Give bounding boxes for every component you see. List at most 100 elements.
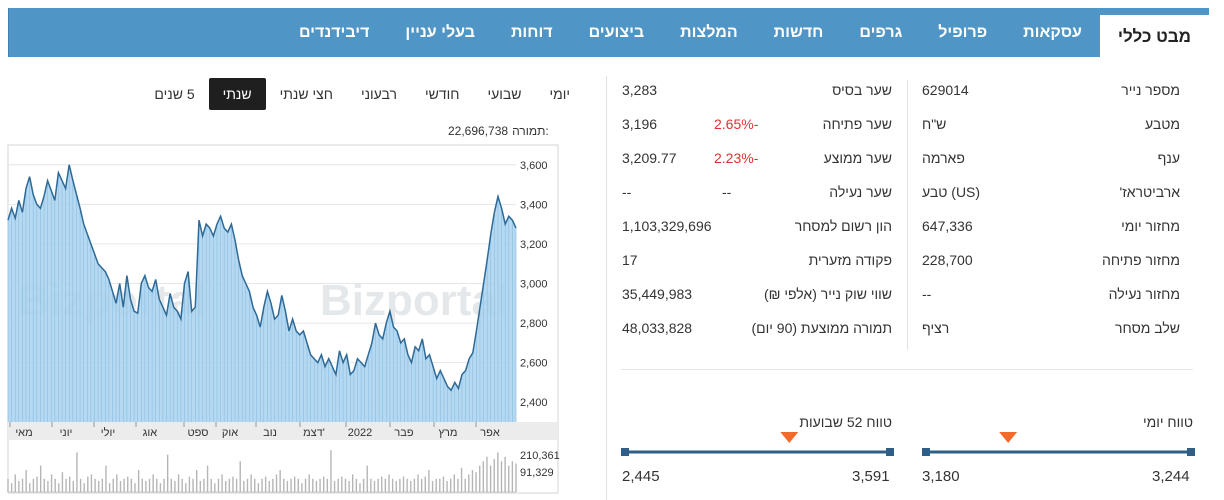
daily-range-high: 3,244 bbox=[1152, 468, 1190, 485]
period-1[interactable]: שבועי bbox=[487, 86, 522, 102]
week52-range-low-cap bbox=[621, 448, 629, 456]
turnover-readout: 22,696,738 תמורה: bbox=[448, 124, 549, 138]
y-tick-label: 2,600 bbox=[520, 358, 548, 370]
period-5[interactable]: שנתי bbox=[208, 78, 266, 110]
price-label: שער נעילה bbox=[829, 184, 892, 200]
info-value: 629014 bbox=[922, 82, 969, 98]
info-value: -- bbox=[922, 286, 932, 302]
price-line bbox=[7, 164, 517, 392]
info-label: ענף bbox=[1157, 150, 1180, 166]
volume-tick-label: 210,361 bbox=[520, 450, 560, 462]
price-value: 35,449,983 bbox=[622, 286, 693, 302]
y-tick-label: 2,800 bbox=[520, 318, 548, 330]
tab-7[interactable]: דוחות bbox=[510, 24, 553, 41]
month-label: ספט bbox=[188, 427, 209, 439]
month-axis-band bbox=[8, 422, 558, 440]
daily-range-high-cap bbox=[1187, 448, 1195, 456]
ranges-separator bbox=[621, 369, 1193, 370]
month-label: יוני bbox=[60, 427, 73, 439]
price-value: -- bbox=[622, 184, 632, 200]
week52-range-high-cap bbox=[886, 448, 894, 456]
info-label: מחזור נעילה bbox=[1108, 286, 1180, 302]
info-label: ארביטראז' bbox=[1119, 184, 1180, 200]
price-label: שווי שוק נייר (אלפי ₪) bbox=[763, 286, 892, 302]
panel-divider bbox=[606, 76, 607, 500]
y-tick-label: 3,600 bbox=[520, 160, 548, 172]
price-value: 3,196 bbox=[622, 116, 658, 132]
info-label: מספר נייר bbox=[1121, 82, 1180, 98]
month-label: יולי bbox=[101, 426, 115, 439]
tab-2[interactable]: פרופיל bbox=[938, 24, 988, 41]
period-selector: יומי שבועי חודשי רבעוני חצי שנתי שנתי 5 שנים bbox=[140, 78, 584, 110]
price-label: שער ממוצע bbox=[823, 150, 892, 166]
price-value: 3,209.77 bbox=[622, 150, 677, 166]
range-bars bbox=[621, 432, 1195, 456]
price-value: 17 bbox=[622, 252, 638, 268]
tab-6[interactable]: ביצועים bbox=[588, 24, 645, 41]
y-tick-label: 2,400 bbox=[520, 397, 548, 409]
chart-svg: 3,600 3,400 3,200 3,000 2,800 2,600 2,400 Bizpo… bbox=[7, 144, 560, 494]
week52-range-marker bbox=[780, 432, 799, 443]
tab-5[interactable]: המלצות bbox=[680, 24, 738, 41]
price-change: -- bbox=[722, 184, 732, 200]
month-label: דצמ' bbox=[303, 427, 325, 439]
week52-range-high: 3,591 bbox=[852, 468, 890, 485]
price-value: 48,033,828 bbox=[622, 320, 693, 336]
column-divider bbox=[907, 80, 908, 350]
y-tick-label: 3,400 bbox=[520, 199, 548, 211]
month-label: מאי bbox=[15, 427, 32, 439]
daily-range-low: 3,180 bbox=[922, 468, 960, 485]
week52-range-title: טווח 52 שבועות bbox=[799, 414, 892, 430]
turnover-label: תמורה: bbox=[512, 124, 549, 138]
month-label: אוג bbox=[143, 427, 158, 439]
y-tick-label: 3,200 bbox=[520, 239, 548, 251]
daily-range-title: טווח יומי bbox=[1142, 414, 1193, 430]
tab-4[interactable]: חדשות bbox=[773, 24, 824, 41]
month-label: מרץ bbox=[439, 427, 458, 439]
period-4[interactable]: חצי שנתי bbox=[279, 86, 333, 102]
tab-1[interactable]: עסקאות bbox=[1023, 24, 1082, 41]
tab-0[interactable]: מבט כללי bbox=[1099, 15, 1209, 57]
daily-range-low-cap bbox=[922, 448, 930, 456]
price-label: תמורה ממוצעת (90 יום) bbox=[751, 320, 892, 336]
tabs: מבט כללי עסקאות פרופיל גרפים חדשות המלצות ביצו… bbox=[281, 8, 1209, 57]
period-6[interactable]: 5 שנים bbox=[154, 86, 195, 102]
volume-tick-label: 91,329 bbox=[520, 467, 554, 479]
price-chart: 22,696,738 תמורה: 3,600 3,400 3,200 3,000 2,8… bbox=[0, 120, 600, 500]
tab-8[interactable]: בעלי עניין bbox=[405, 24, 475, 41]
period-2[interactable]: חודשי bbox=[424, 86, 460, 102]
info-value: 647,336 bbox=[922, 218, 973, 234]
week52-range-low: 2,445 bbox=[622, 468, 660, 485]
info-label: מחזור פתיחה bbox=[1101, 252, 1180, 268]
daily-range-marker bbox=[999, 432, 1018, 443]
info-value: פארמה bbox=[922, 150, 965, 166]
y-tick-label: 3,000 bbox=[520, 279, 548, 291]
info-label: מטבע bbox=[1145, 116, 1180, 132]
top-tab-bar: מבט כללי עסקאות פרופיל גרפים חדשות המלצות ביצו… bbox=[8, 8, 1209, 57]
price-label: שער בסיס bbox=[832, 82, 892, 98]
info-value: 228,700 bbox=[922, 252, 973, 268]
watermark-text: Bizportal bbox=[320, 276, 508, 325]
tab-9[interactable]: דיבידנדים bbox=[298, 24, 370, 41]
month-label: פבר bbox=[394, 427, 413, 439]
price-label: הון רשום למסחר bbox=[794, 218, 892, 234]
price-change: -2.23% bbox=[714, 150, 759, 166]
turnover-value: 22,696,738 bbox=[448, 124, 509, 138]
info-label: מחזור יומי bbox=[1121, 218, 1180, 234]
info-value: ש"ח bbox=[922, 116, 947, 132]
period-3[interactable]: רבעוני bbox=[360, 86, 397, 102]
tab-3[interactable]: גרפים bbox=[859, 24, 903, 41]
info-value: טבע (US) bbox=[922, 184, 981, 200]
price-value: 1,103,329,696 bbox=[622, 218, 712, 234]
month-label: 2022 bbox=[348, 427, 372, 439]
price-value: 3,283 bbox=[622, 82, 658, 98]
month-label: אוק bbox=[222, 427, 238, 439]
price-label: פקודה מזערית bbox=[808, 252, 892, 268]
info-value: רציף bbox=[922, 320, 950, 336]
price-area bbox=[8, 164, 516, 423]
info-label: שלב מסחר bbox=[1115, 320, 1180, 336]
month-label: נוב bbox=[263, 427, 277, 439]
price-change: -2.65% bbox=[714, 116, 759, 132]
period-0[interactable]: יומי bbox=[549, 86, 570, 102]
month-label: אפר bbox=[480, 427, 500, 439]
